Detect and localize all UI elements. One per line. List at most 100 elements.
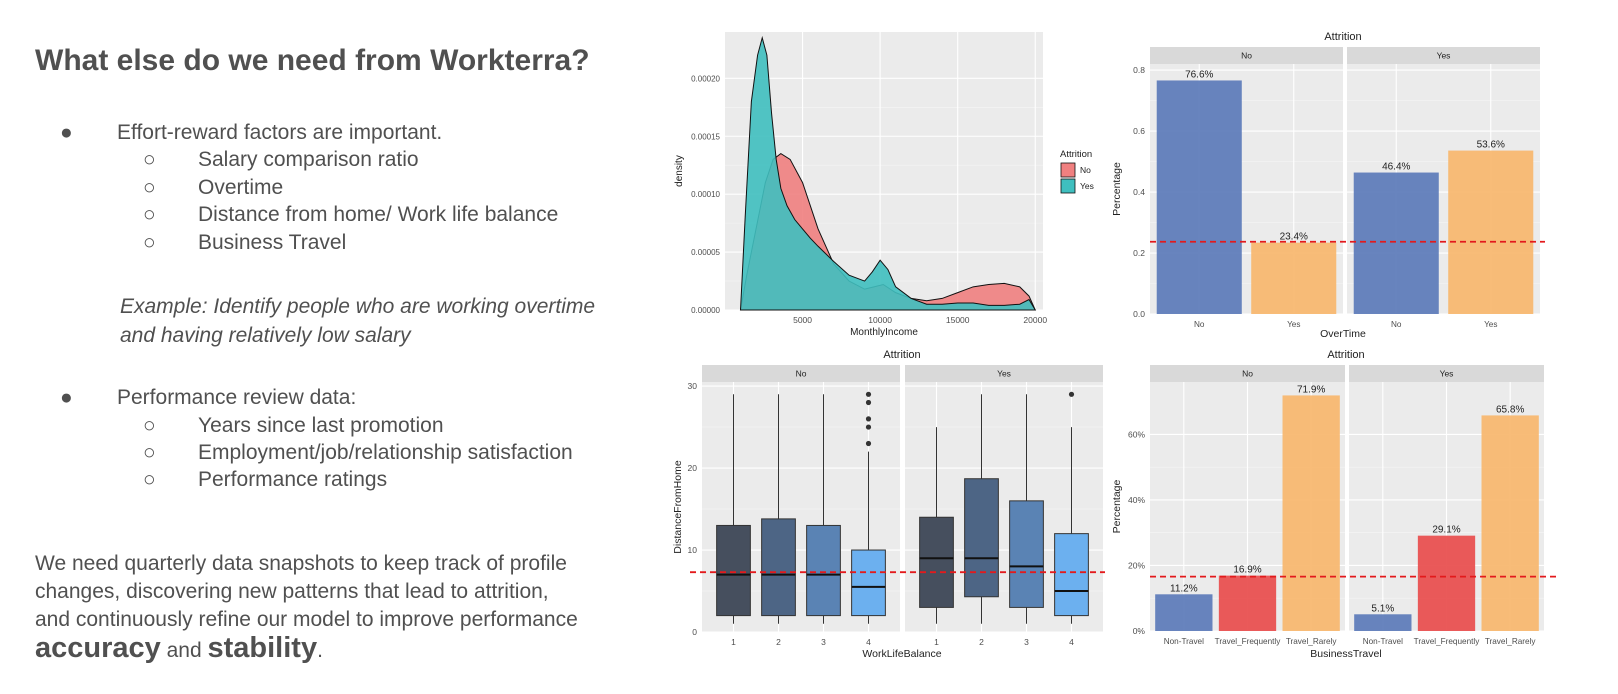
facet-label: Yes — [1437, 51, 1451, 61]
sub-bullet-ratings: Performance ratings — [198, 468, 388, 491]
x-tick-label: 4 — [866, 637, 871, 647]
closing-paragraph: We need quarterly data snapshots to keep… — [35, 550, 695, 665]
sub-bullet-marker: ○ — [143, 203, 156, 226]
box-outlier — [865, 391, 872, 397]
slide-title: What else do we need from Workterra? — [35, 44, 590, 77]
bar-yes-non-travel — [1354, 614, 1412, 631]
x-tick-label: 1 — [731, 637, 736, 647]
sub-bullet-marker: ○ — [143, 231, 156, 254]
box-outlier — [865, 416, 872, 422]
bar-value-label: 76.6% — [1185, 69, 1213, 80]
x-tick-label: Non-Travel — [1164, 637, 1204, 646]
y-tick-label: 0.00010 — [691, 190, 720, 199]
bar-no-non-travel — [1155, 594, 1213, 631]
y-tick-label: 20% — [1128, 560, 1145, 570]
x-axis-label: BusinessTravel — [1310, 648, 1381, 660]
sub-bullet-marker: ○ — [143, 148, 156, 171]
para-line-4: accuracy and stability. — [35, 634, 695, 665]
x-tick-label: 10000 — [868, 315, 892, 325]
box-yes-2 — [964, 478, 999, 598]
sub-bullet-marker: ○ — [143, 468, 156, 491]
x-tick-label: Travel_Frequently — [1414, 637, 1481, 646]
box-yes-3 — [1009, 500, 1044, 608]
box-outlier — [865, 399, 872, 406]
example-line-2: and having relatively low salary — [120, 324, 411, 347]
example-text: Example: Identify people who are working… — [120, 292, 680, 350]
chart-title: Attrition — [1327, 349, 1364, 361]
x-tick-label: 3 — [821, 637, 826, 647]
overtime-chart: Attrition No 76.6% No 23.4% Yes Yes 46.4% No 53.6… — [1111, 31, 1545, 340]
bullet-marker: ● — [60, 121, 73, 144]
chart-title: Attrition — [1324, 31, 1361, 43]
bar-no-no — [1156, 80, 1242, 315]
x-tick-label: Travel_Rarely — [1485, 637, 1537, 646]
bar-no-yes — [1251, 242, 1337, 314]
box-no-2 — [761, 518, 796, 617]
para-line-2: changes, discovering new patterns that l… — [35, 580, 549, 603]
x-tick-label: Travel_Rarely — [1286, 637, 1338, 646]
sub-bullet-marker: ○ — [143, 414, 156, 437]
x-axis-label: MonthlyIncome — [850, 327, 918, 338]
y-axis-label: density — [674, 155, 685, 187]
plot-panel — [1347, 64, 1540, 314]
sub-bullet-marker: ○ — [143, 176, 156, 199]
x-tick-label: 2 — [776, 637, 781, 647]
bar-yes-travel_frequently — [1417, 535, 1476, 631]
bar-yes-yes — [1448, 150, 1534, 314]
sub-bullet-marker: ○ — [143, 441, 156, 464]
stability-emphasis: stability — [207, 632, 318, 664]
legend-label: No — [1080, 165, 1091, 175]
plot-panel — [702, 382, 900, 632]
y-tick-label: 0.0 — [1133, 309, 1145, 319]
facet-strip — [702, 365, 900, 382]
x-axis-label: OverTime — [1320, 328, 1366, 340]
box-yes-1 — [919, 516, 954, 608]
bar-yes-travel_rarely — [1481, 415, 1539, 631]
business-travel-chart: Attrition No 11.2% Non-Travel 16.9% Travel_Fr… — [1111, 349, 1560, 660]
bar-value-label: 16.9% — [1233, 565, 1261, 576]
sub-bullet-travel: Business Travel — [198, 231, 347, 254]
box-outlier — [1068, 391, 1075, 397]
facet-strip — [1349, 365, 1544, 382]
y-tick-label: 0.4 — [1133, 187, 1145, 197]
sub-bullet-salary: Salary comparison ratio — [198, 148, 419, 171]
para-and: and — [160, 639, 208, 662]
bullet-effort-reward: Effort-reward factors are important. — [117, 121, 443, 144]
plot-panel — [725, 32, 1043, 310]
bar-value-label: 46.4% — [1382, 162, 1410, 173]
y-tick-label: 0.00000 — [691, 306, 720, 315]
facet-label: Yes — [997, 369, 1011, 379]
y-tick-label: 40% — [1128, 495, 1145, 505]
facet-label: No — [796, 369, 807, 379]
facet-label: No — [1242, 369, 1253, 379]
x-tick-label: 15000 — [946, 315, 970, 325]
y-tick-label: 0.2 — [1133, 248, 1145, 258]
y-tick-label: 0.00015 — [691, 132, 720, 141]
x-tick-label: 2 — [979, 637, 984, 647]
legend-title: Attrition — [1060, 149, 1092, 160]
sub-bullet-distance: Distance from home/ Work life balance — [198, 203, 559, 226]
x-tick-label: No — [1391, 320, 1402, 329]
x-tick-label: 20000 — [1023, 315, 1047, 325]
example-line-1: Example: Identify people who are working… — [120, 295, 596, 318]
box-no-4 — [851, 549, 886, 617]
y-axis-label: Percentage — [1111, 479, 1123, 533]
facet-strip — [1150, 365, 1345, 382]
bullet-marker: ● — [60, 386, 73, 409]
chart-title: Attrition — [883, 349, 920, 361]
box-no-3 — [806, 524, 841, 617]
x-axis-label: WorkLifeBalance — [862, 648, 941, 660]
bar-value-label: 5.1% — [1371, 603, 1394, 614]
facet-strip — [905, 365, 1103, 382]
density-chart: 0.00000 0.00005 0.00010 0.00015 0.00020 5000 1… — [674, 32, 1094, 338]
para-line-3: and continuously refine our model to imp… — [35, 608, 578, 631]
box-yes-4 — [1054, 533, 1089, 617]
x-tick-label: 4 — [1069, 637, 1074, 647]
box-outlier — [865, 440, 872, 447]
x-tick-label: Yes — [1484, 320, 1497, 329]
sub-bullet-satisfaction: Employment/job/relationship satisfaction — [198, 441, 573, 464]
facet-label: Yes — [1440, 369, 1454, 379]
bullet-performance: Performance review data: — [117, 386, 357, 409]
legend-key-no — [1060, 162, 1076, 178]
